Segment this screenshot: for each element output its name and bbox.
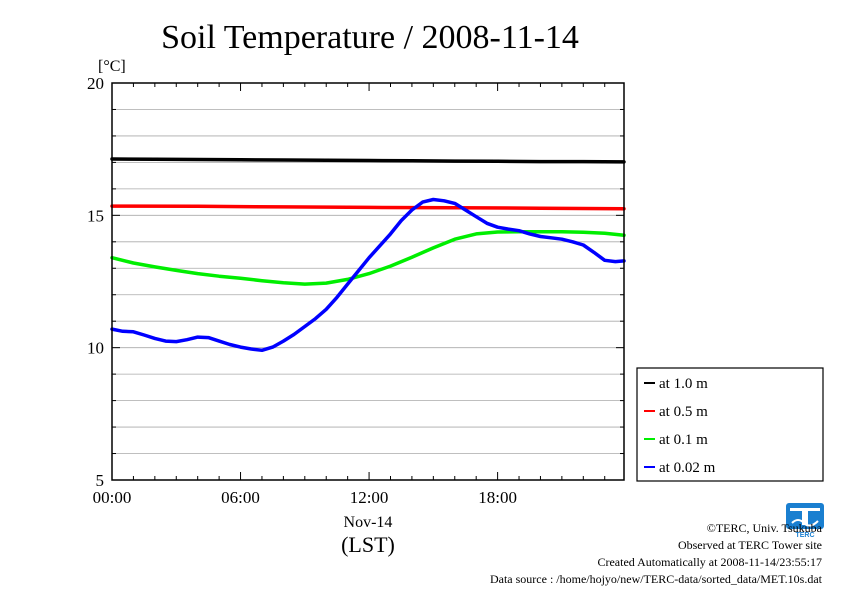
x-tick-labels: 00:00 06:00 12:00 18:00 <box>93 488 517 507</box>
series-line <box>110 229 626 286</box>
legend-label: at 0.1 m <box>659 432 708 448</box>
data-series <box>110 157 626 353</box>
gridlines <box>112 109 624 454</box>
legend-label: at 1.0 m <box>659 376 708 392</box>
copyright-text: ©TERC, Univ. Tsukuba <box>706 521 822 535</box>
terc-logo: TERC <box>784 503 826 544</box>
y-tick-label: 5 <box>96 471 105 490</box>
legend-label: at 0.5 m <box>659 404 708 420</box>
legend: at 1.0 m at 0.5 m at 0.1 m at 0.02 m <box>636 367 824 482</box>
source-text: Data source : /home/hojyo/new/TERC-data/… <box>489 572 822 586</box>
series-line <box>110 204 626 211</box>
x-tick-label: 06:00 <box>221 488 260 507</box>
site-text: Observed at TERC Tower site <box>677 538 822 552</box>
x-tick-label: 00:00 <box>93 488 132 507</box>
chart-title: Soil Temperature / 2008-11-14 <box>161 19 579 56</box>
series-line <box>110 197 626 353</box>
y-tick-labels: 5 10 15 20 <box>87 74 104 490</box>
x-tick-label: 12:00 <box>350 488 389 507</box>
series-line <box>110 157 626 164</box>
y-tick-label: 10 <box>87 339 104 358</box>
y-tick-label: 15 <box>87 206 104 225</box>
legend-box <box>636 367 824 482</box>
date-label: Nov-14 <box>344 514 393 531</box>
terc-logo-icon: TERC <box>786 503 824 539</box>
created-text: Created Automatically at 2008-11-14/23:5… <box>597 555 822 569</box>
x-axis-label: (LST) <box>341 532 395 557</box>
y-tick-label: 20 <box>87 74 104 93</box>
y-axis-label: [°C] <box>98 58 126 75</box>
axis-ticks <box>111 82 624 481</box>
plot-frame <box>111 82 625 481</box>
x-tick-label: 18:00 <box>478 488 517 507</box>
svg-text:TERC: TERC <box>795 532 814 539</box>
credits-block: ©TERC, Univ. Tsukuba Observed at TERC To… <box>490 520 822 588</box>
legend-label: at 0.02 m <box>659 460 716 476</box>
